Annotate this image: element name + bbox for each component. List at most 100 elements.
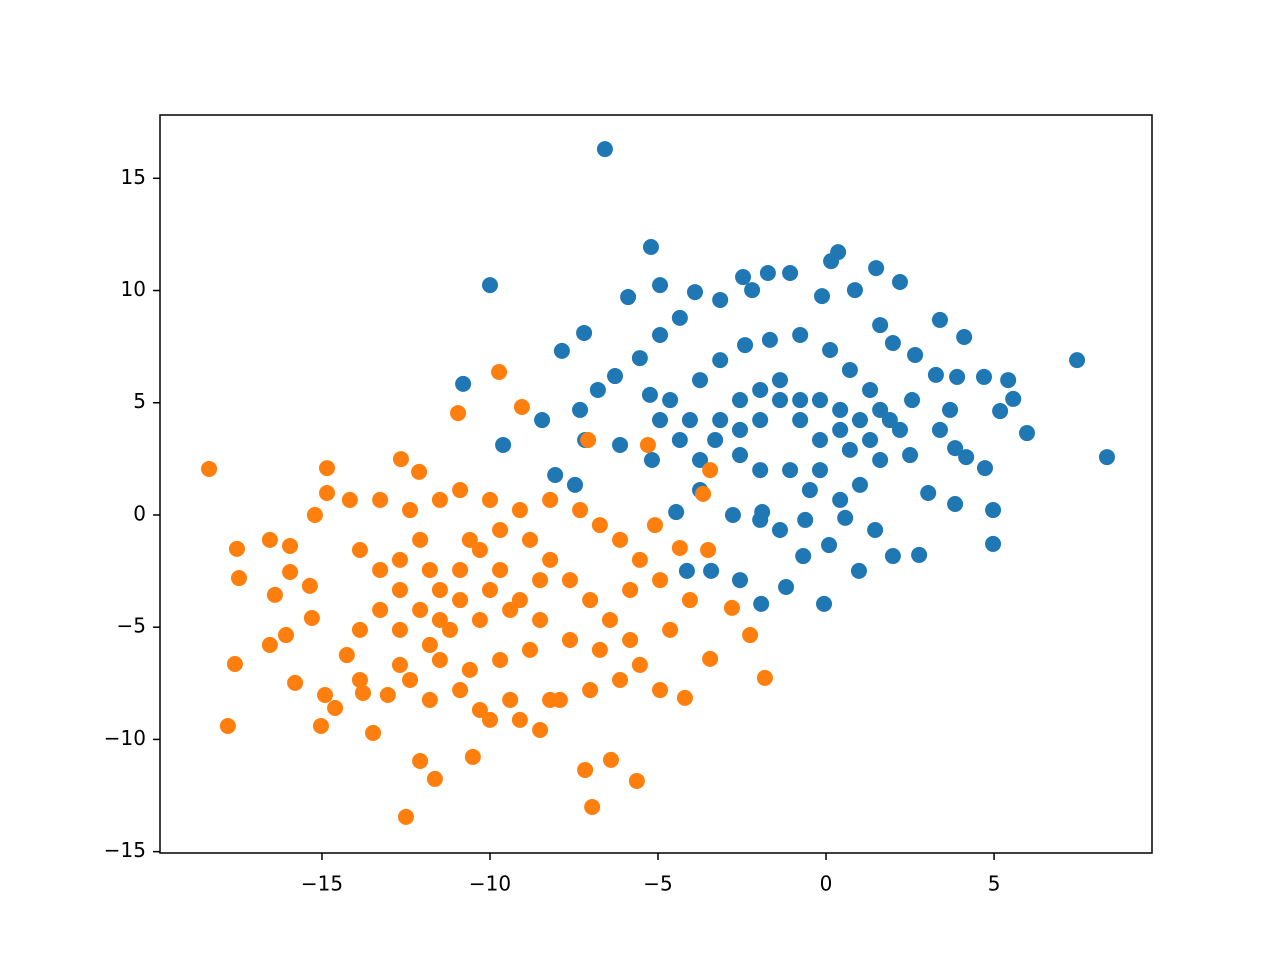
scatter-point (561, 631, 578, 648)
scatter-point (532, 572, 549, 589)
scatter-point (287, 674, 304, 691)
scatter-point (201, 460, 218, 477)
y-tick-label: 15 (121, 165, 146, 189)
scatter-point (884, 548, 901, 565)
scatter-point (391, 581, 408, 598)
scatter-point (975, 368, 992, 385)
scatter-point (421, 561, 438, 578)
scatter-point (471, 702, 488, 719)
scatter-point (920, 484, 937, 501)
scatter-point (821, 537, 838, 554)
scatter-point (814, 288, 831, 305)
scatter-point (782, 265, 799, 282)
x-tick-label: −15 (301, 872, 343, 896)
scatter-point (442, 621, 459, 638)
scatter-point (795, 548, 812, 565)
scatter-point (652, 572, 669, 589)
scatter-point (761, 331, 778, 348)
scatter-point (316, 686, 333, 703)
scatter-point (521, 641, 538, 658)
scatter-point (681, 412, 698, 429)
scatter-point (391, 656, 408, 673)
scatter-point (513, 399, 530, 416)
scatter-point (662, 392, 679, 409)
scatter-point (723, 599, 740, 616)
scatter-point (455, 375, 472, 392)
scatter-point (756, 669, 773, 686)
scatter-point (228, 540, 245, 557)
scatter-point (282, 563, 299, 580)
scatter-point (431, 651, 448, 668)
scatter-point (327, 700, 344, 717)
scatter-point (481, 711, 498, 728)
scatter-point (582, 592, 599, 609)
scatter-point (792, 392, 809, 409)
scatter-point (351, 541, 368, 558)
scatter-point (576, 324, 593, 341)
scatter-point (341, 491, 358, 508)
scatter-point (753, 595, 770, 612)
scatter-point (596, 141, 613, 158)
scatter-point (481, 491, 498, 508)
scatter-point (958, 449, 975, 466)
scatter-point (752, 511, 769, 528)
scatter-point (392, 451, 409, 468)
scatter-point (511, 711, 528, 728)
scatter-point (421, 636, 438, 653)
scatter-point (867, 522, 884, 539)
scatter-point (707, 432, 724, 449)
scatter-point (502, 691, 519, 708)
scatter-point (461, 531, 478, 548)
scatter-point (412, 531, 429, 548)
scatter-point (1000, 372, 1017, 389)
y-tick-label: 0 (133, 501, 146, 525)
scatter-point (881, 412, 898, 429)
scatter-point (464, 748, 481, 765)
scatter-point (391, 551, 408, 568)
scatter-point (577, 761, 594, 778)
scatter-point (823, 253, 840, 270)
scatter-point (639, 436, 656, 453)
scatter-point (461, 661, 478, 678)
scatter-point (662, 621, 679, 638)
scatter-point (652, 412, 669, 429)
scatter-point (851, 476, 868, 493)
scatter-point (712, 412, 729, 429)
scatter-point (1069, 352, 1086, 369)
scatter-point (495, 436, 512, 453)
scatter-point (902, 447, 919, 464)
scatter-point (772, 522, 788, 539)
scatter-point (261, 636, 278, 653)
scatter-point (862, 381, 879, 398)
scatter-point (891, 273, 908, 290)
scatter-point (492, 561, 509, 578)
scatter-point (692, 372, 709, 389)
scatter-point (985, 502, 1002, 519)
scatter-point (567, 476, 584, 493)
scatter-point (1018, 425, 1035, 442)
scatter-point (992, 403, 1009, 420)
scatter-point (452, 561, 469, 578)
scatter-point (612, 531, 629, 548)
scatter-point (904, 392, 921, 409)
scatter-point (947, 495, 964, 512)
scatter-point (612, 436, 629, 453)
scatter-point (712, 352, 729, 369)
scatter-point (412, 752, 429, 769)
scatter-point (884, 335, 901, 352)
scatter-point (931, 421, 948, 438)
scatter-point (301, 577, 318, 594)
scatter-point (542, 551, 559, 568)
scatter-point (737, 337, 754, 354)
scatter-point (372, 491, 389, 508)
scatter-point (646, 517, 663, 534)
scatter-point (846, 282, 863, 299)
scatter-point (365, 724, 382, 741)
scatter-point (622, 631, 639, 648)
scatter-point (379, 686, 396, 703)
scatter-point (492, 651, 509, 668)
scatter-point (580, 432, 597, 449)
scatter-point (868, 260, 885, 277)
scatter-point (282, 537, 299, 554)
scatter-point (832, 491, 849, 508)
